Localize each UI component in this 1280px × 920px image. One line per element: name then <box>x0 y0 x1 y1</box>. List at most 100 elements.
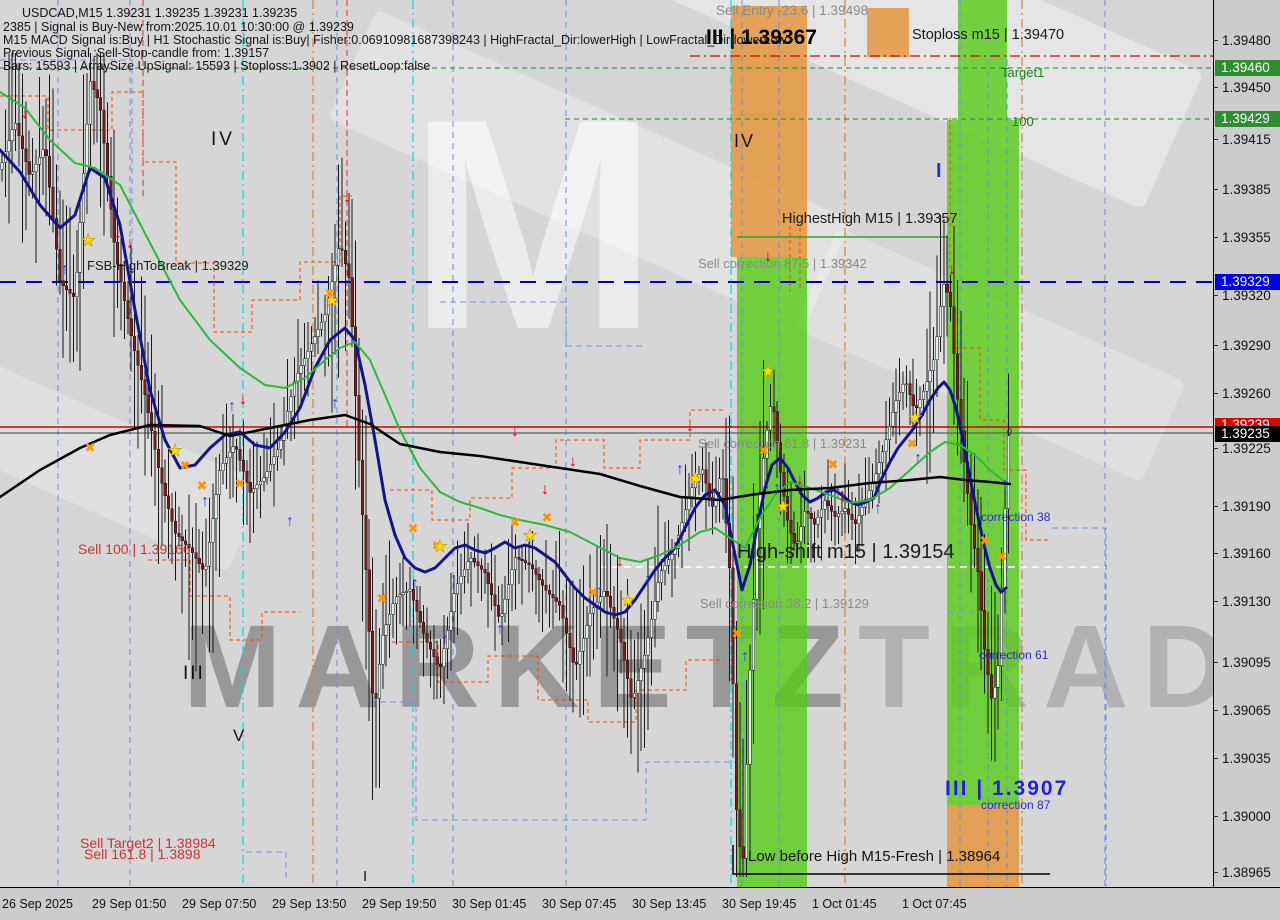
star-signal-icon: ★ <box>167 441 182 460</box>
price-badge: 1.39329 <box>1215 274 1280 290</box>
fractal-stop-line <box>0 91 352 333</box>
star-signal-icon: ★ <box>907 408 922 427</box>
price-chart-canvas[interactable]: M MARKETZTRADE ↓↓↓↓↓↓↓↓↓↓↓↓↓↓↓↑↑↑↑↑↑↑↑↑↑… <box>0 0 1213 887</box>
exit-cross-icon: ✖ <box>759 443 770 458</box>
time-tick-label: 30 Sep 13:45 <box>632 897 707 911</box>
star-signal-icon: ★ <box>324 291 339 310</box>
exit-cross-icon: ✖ <box>408 521 419 536</box>
price-tick-label: 1.39130 <box>1222 594 1271 609</box>
sell-arrow-icon: ↓ <box>686 418 694 435</box>
fractal-stop-line <box>148 559 300 641</box>
fractal-stop-line <box>390 409 724 521</box>
price-tick-mark <box>1214 816 1218 817</box>
star-signal-icon: ★ <box>620 591 635 610</box>
price-tick-label: 1.39190 <box>1222 499 1271 514</box>
price-tick-label: 1.39385 <box>1222 182 1271 197</box>
price-tick-mark <box>1214 295 1218 296</box>
sell-arrow-icon: ↓ <box>114 225 122 242</box>
channel-line <box>246 851 287 880</box>
channel-line <box>440 301 642 347</box>
exit-cross-icon: ✖ <box>588 585 599 600</box>
price-tick-mark <box>1214 553 1218 554</box>
time-tick-label: 29 Sep 01:50 <box>92 897 167 911</box>
price-tick-label: 1.39320 <box>1222 288 1271 303</box>
broker-logo-watermark: M <box>408 56 658 392</box>
time-tick-label: 1 Oct 07:45 <box>902 897 967 911</box>
exit-cross-icon: ✖ <box>235 476 246 491</box>
sell-arrow-icon: ↓ <box>21 105 29 122</box>
star-signal-icon: ★ <box>432 537 447 556</box>
sell-arrow-icon: ↓ <box>708 479 716 496</box>
price-tick-label: 1.39225 <box>1222 441 1271 456</box>
price-tick-label: 1.39355 <box>1222 230 1271 245</box>
signal-zone <box>958 0 1007 120</box>
exit-cross-icon: ✖ <box>85 440 96 455</box>
price-tick-mark <box>1214 189 1218 190</box>
candlestick-series <box>0 52 1010 877</box>
buy-arrow-icon: ↑ <box>596 583 604 600</box>
sell-arrow-icon: ↓ <box>511 423 519 440</box>
price-tick-label: 1.39480 <box>1222 33 1271 48</box>
price-axis[interactable]: 1.39480 1.39450 1.39415 1.39385 1.39355 1.393… <box>1213 0 1280 887</box>
buy-arrow-icon: ↑ <box>201 493 209 510</box>
price-tick-mark <box>1214 87 1218 88</box>
buy-arrow-icon: ↑ <box>228 398 236 415</box>
exit-cross-icon: ✖ <box>377 591 388 606</box>
price-tick-label: 1.39000 <box>1222 809 1271 824</box>
price-tick-label: 1.39450 <box>1222 80 1271 95</box>
price-tick-label: 1.39260 <box>1222 386 1271 401</box>
price-badge: 1.39235 <box>1215 426 1280 442</box>
buy-arrow-icon: ↑ <box>286 513 294 530</box>
price-tick-label: 1.39290 <box>1222 338 1271 353</box>
exit-cross-icon: ✖ <box>510 515 521 530</box>
buy-arrow-icon: ↑ <box>914 450 922 467</box>
sell-arrow-icon: ↓ <box>569 453 577 470</box>
exit-cross-icon: ✖ <box>542 510 553 525</box>
exit-cross-icon: ✖ <box>325 286 336 301</box>
time-tick-label: 30 Sep 01:45 <box>452 897 527 911</box>
exit-cross-icon: ✖ <box>997 549 1008 564</box>
channel-line <box>370 701 738 821</box>
price-badge: 1.39460 <box>1215 60 1280 76</box>
price-tick-mark <box>1214 40 1218 41</box>
buy-arrow-icon: ↑ <box>676 461 684 478</box>
sell-arrow-icon: ↓ <box>126 235 134 252</box>
price-tick-mark <box>1214 448 1218 449</box>
signal-zone <box>867 8 909 57</box>
buy-arrow-icon: ↑ <box>526 531 534 548</box>
time-tick-label: 29 Sep 19:50 <box>362 897 437 911</box>
star-signal-icon: ★ <box>522 526 537 545</box>
buy-arrow-icon: ↑ <box>411 575 419 592</box>
time-tick-label: 29 Sep 13:50 <box>272 897 347 911</box>
chart-plot-svg: ↓↓↓↓↓↓↓↓↓↓↓↓↓↓↓↑↑↑↑↑↑↑↑↑↑↑↑↑↑↑ ↑↑↑↑✖✖✖ ✖✖✖… <box>0 0 1213 887</box>
time-axis[interactable]: 26 Sep 2025 29 Sep 01:50 29 Sep 07:50 29 Se… <box>0 887 1280 920</box>
price-tick-mark <box>1214 506 1218 507</box>
exit-cross-icon: ✖ <box>980 533 991 548</box>
price-tick-label: 1.39160 <box>1222 546 1271 561</box>
price-badge: 1.39429 <box>1215 111 1280 127</box>
price-tick-mark <box>1214 139 1218 140</box>
time-tick-label: 26 Sep 2025 <box>2 897 73 911</box>
price-tick-mark <box>1214 758 1218 759</box>
buy-arrow-icon: ↑ <box>644 571 652 588</box>
price-tick-mark <box>1214 393 1218 394</box>
sell-arrow-icon: ↓ <box>948 261 956 278</box>
price-tick-mark <box>1214 872 1218 873</box>
price-tick-label: 1.39415 <box>1222 132 1271 147</box>
buy-arrow-icon: ↑ <box>331 395 339 412</box>
price-tick-label: 1.39065 <box>1222 703 1271 718</box>
time-tick-label: 1 Oct 01:45 <box>812 897 877 911</box>
mid-ma-green <box>0 91 1006 563</box>
buy-arrow-icon: ↑ <box>741 648 749 665</box>
exit-cross-icon: ✖ <box>432 538 443 553</box>
buy-arrow-icon: ↑ <box>874 500 882 517</box>
watermark-right: TRADE <box>857 601 1213 733</box>
fractal-stop-line <box>956 347 1048 541</box>
exit-cross-icon: ✖ <box>197 478 208 493</box>
exit-cross-icon: ✖ <box>180 458 191 473</box>
low-before-high-box <box>732 845 1050 875</box>
buy-arrow-icon: ↑ <box>834 484 842 501</box>
buy-arrow-icon: ↑ <box>496 621 504 638</box>
sell-arrow-icon: ↓ <box>796 471 804 488</box>
